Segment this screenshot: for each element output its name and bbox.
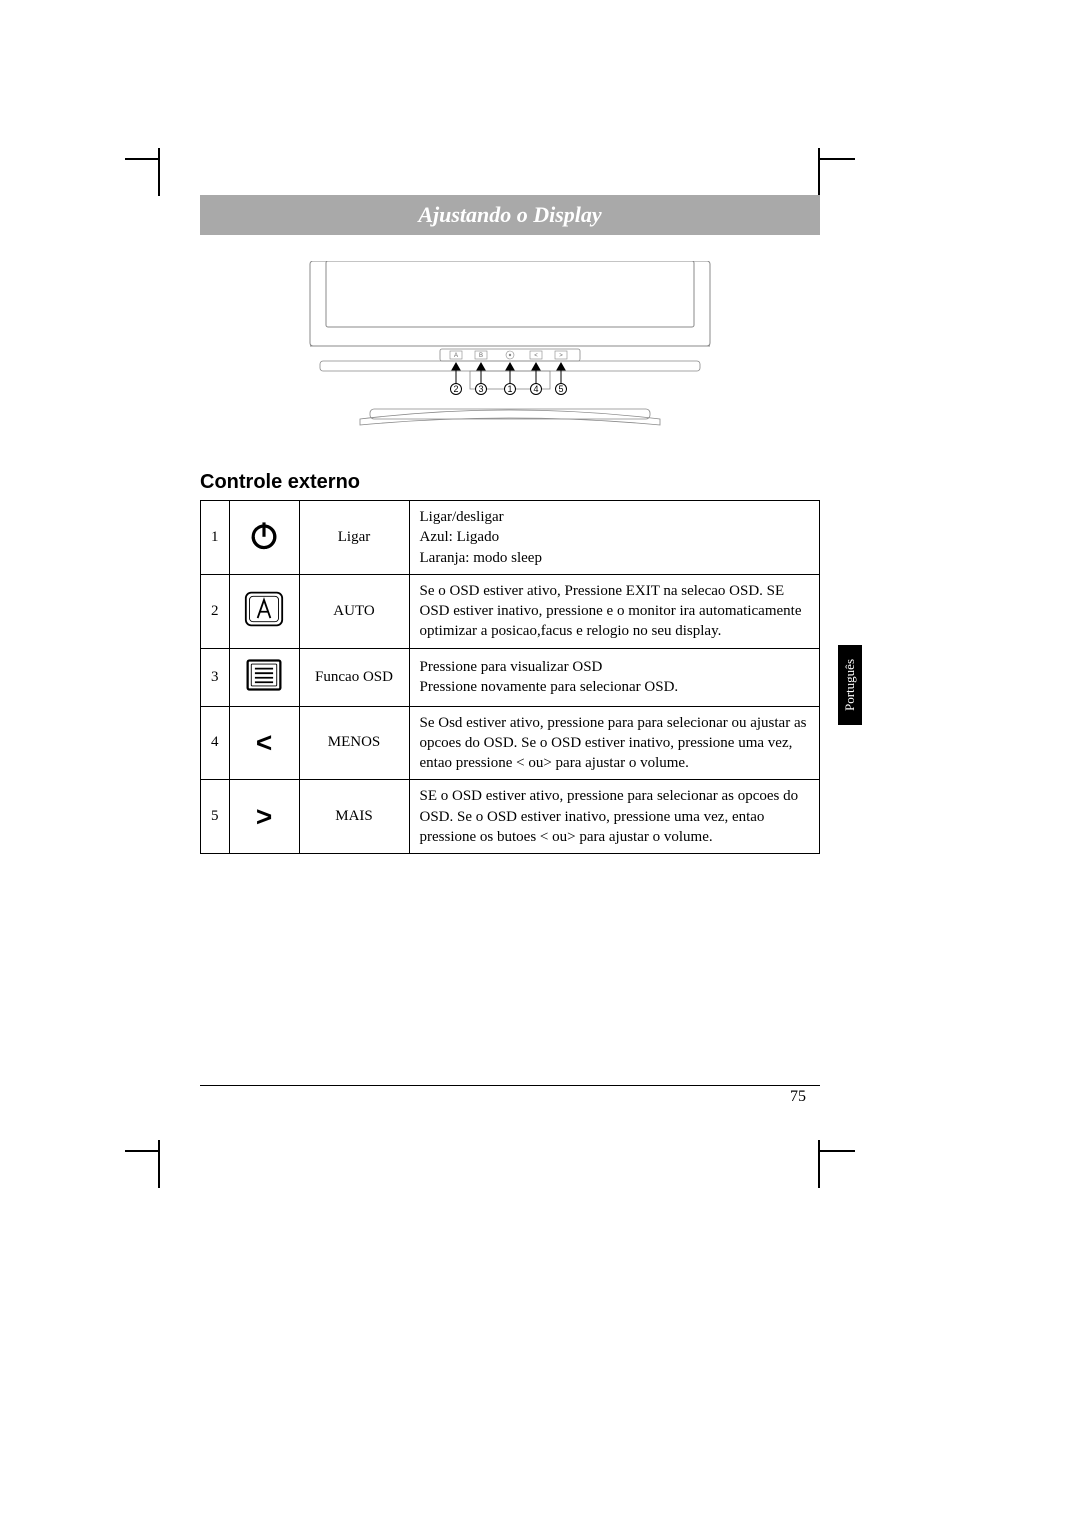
row-number: 4 xyxy=(201,706,230,780)
row-icon-cell xyxy=(229,501,299,575)
svg-text:1: 1 xyxy=(507,384,512,394)
cropmark xyxy=(125,158,160,160)
table-row: 3 Funcao OSDPressione para visualizar OSD… xyxy=(201,648,820,706)
page-content: Ajustando o Display A B < > xyxy=(200,195,820,854)
table-row: 2 AUTOSe o OSD estiver ativo, Pressione E… xyxy=(201,574,820,648)
table-row: 5 > MAISSE o OSD estiver ativo, pressione … xyxy=(201,780,820,854)
cropmark xyxy=(820,1150,855,1152)
row-label: Ligar xyxy=(299,501,409,575)
cropmark xyxy=(820,158,855,160)
svg-text:<: < xyxy=(534,353,538,359)
section-title: Controle externo xyxy=(200,471,820,494)
monitor-btn-b: B xyxy=(479,353,483,359)
cropmark xyxy=(818,148,820,196)
page-number: 75 xyxy=(790,1088,806,1106)
arrow-1: 1 xyxy=(505,363,516,395)
arrow-4: 4 xyxy=(531,363,542,395)
controls-table: 1 LigarLigar/desligarAzul: LigadoLaranja:… xyxy=(200,500,820,854)
page-title: Ajustando o Display xyxy=(418,202,601,228)
row-icon-cell xyxy=(229,648,299,706)
cropmark xyxy=(818,1140,820,1188)
power-icon xyxy=(246,517,282,553)
cropmark xyxy=(158,148,160,196)
arrow-5: 5 xyxy=(556,363,567,395)
chevron-left-icon: < xyxy=(256,727,272,758)
row-description: Se o OSD estiver ativo, Pressione EXIT n… xyxy=(409,574,820,648)
row-number: 5 xyxy=(201,780,230,854)
menu-icon xyxy=(242,655,286,695)
cropmark xyxy=(125,1150,160,1152)
svg-text:4: 4 xyxy=(533,384,538,394)
row-number: 2 xyxy=(201,574,230,648)
row-description: Pressione para visualizar OSDPressione n… xyxy=(409,648,820,706)
row-label: AUTO xyxy=(299,574,409,648)
row-label: Funcao OSD xyxy=(299,648,409,706)
svg-text:5: 5 xyxy=(558,384,563,394)
monitor-svg: A B < > xyxy=(300,261,720,441)
svg-text:>: > xyxy=(559,353,563,359)
row-icon-cell xyxy=(229,574,299,648)
row-description: Se Osd estiver ativo, pressione para par… xyxy=(409,706,820,780)
cropmark xyxy=(158,1140,160,1188)
row-icon-cell: > xyxy=(229,780,299,854)
language-tab: Português xyxy=(838,645,862,725)
svg-text:2: 2 xyxy=(453,384,458,394)
monitor-btn-a: A xyxy=(454,353,458,359)
row-label: MENOS xyxy=(299,706,409,780)
page-title-bar: Ajustando o Display xyxy=(200,195,820,235)
footer-rule xyxy=(200,1085,820,1086)
row-description: SE o OSD estiver ativo, pressione para s… xyxy=(409,780,820,854)
arrow-2: 2 xyxy=(451,363,462,395)
auto-icon xyxy=(242,589,286,629)
arrow-3: 3 xyxy=(476,363,487,395)
language-tab-label: Português xyxy=(842,659,858,711)
table-row: 1 LigarLigar/desligarAzul: LigadoLaranja:… xyxy=(201,501,820,575)
row-description: Ligar/desligarAzul: LigadoLaranja: modo … xyxy=(409,501,820,575)
row-number: 3 xyxy=(201,648,230,706)
chevron-right-icon: > xyxy=(256,801,272,832)
row-icon-cell: < xyxy=(229,706,299,780)
row-number: 1 xyxy=(201,501,230,575)
svg-text:3: 3 xyxy=(478,384,483,394)
row-label: MAIS xyxy=(299,780,409,854)
table-row: 4 < MENOSSe Osd estiver ativo, pressione p… xyxy=(201,706,820,780)
monitor-diagram: A B < > xyxy=(200,261,820,441)
